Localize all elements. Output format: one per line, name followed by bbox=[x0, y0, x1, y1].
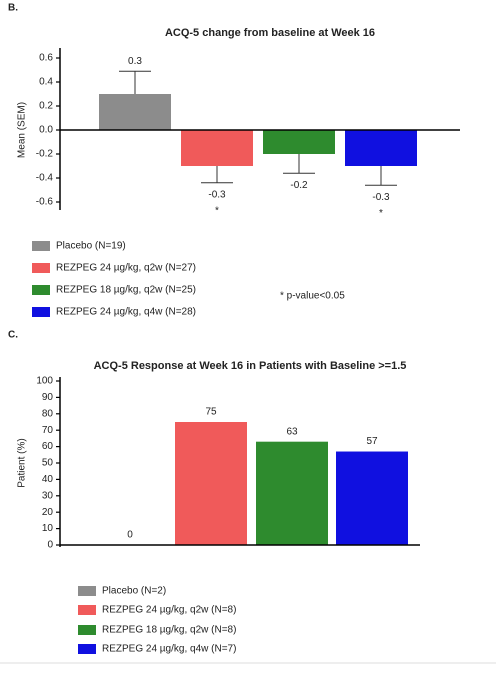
legend-swatch bbox=[32, 307, 50, 317]
legend-label: Placebo (N=19) bbox=[56, 241, 126, 252]
bar bbox=[99, 94, 171, 130]
value-label: 63 bbox=[286, 426, 298, 437]
y-tick-label: 60 bbox=[42, 441, 54, 452]
legend-swatch bbox=[32, 241, 50, 251]
legend-label: REZPEG 24 µg/kg, q4w (N=28) bbox=[56, 307, 196, 318]
bar bbox=[256, 442, 328, 545]
y-axis-title: Mean (SEM) bbox=[17, 102, 28, 158]
y-tick-label: 0.4 bbox=[39, 77, 53, 88]
legend-label: Placebo (N=2) bbox=[102, 586, 166, 597]
legend-swatch bbox=[78, 586, 96, 596]
y-tick-label: 100 bbox=[36, 376, 53, 387]
legend-label: REZPEG 24 µg/kg, q2w (N=8) bbox=[102, 605, 236, 616]
legend-swatch bbox=[78, 644, 96, 654]
chart-title: ACQ-5 Response at Week 16 in Patients wi… bbox=[94, 360, 407, 372]
y-tick-label: 0.0 bbox=[39, 125, 53, 136]
error-bar bbox=[119, 71, 151, 94]
legend-label: REZPEG 18 µg/kg, q2w (N=25) bbox=[56, 285, 196, 296]
legend-label: REZPEG 24 µg/kg, q4w (N=7) bbox=[102, 644, 236, 655]
y-tick-label: 20 bbox=[42, 507, 54, 518]
error-bar bbox=[283, 154, 315, 173]
value-label: 0.3 bbox=[128, 56, 142, 67]
significance-label: * bbox=[379, 208, 383, 219]
y-tick-label: 0.6 bbox=[39, 53, 53, 64]
significance-label: * bbox=[215, 205, 219, 216]
error-bar bbox=[365, 166, 397, 185]
value-label: 57 bbox=[366, 436, 378, 447]
legend-swatch bbox=[78, 625, 96, 635]
y-tick-label: -0.2 bbox=[36, 149, 54, 160]
y-tick-label: -0.6 bbox=[36, 197, 54, 208]
bar bbox=[181, 130, 253, 166]
legend-label: REZPEG 24 µg/kg, q2w (N=27) bbox=[56, 263, 196, 274]
y-tick-label: 30 bbox=[42, 490, 54, 501]
y-tick-label: 70 bbox=[42, 425, 54, 436]
y-tick-label: 0 bbox=[47, 540, 53, 551]
panel-label: C. bbox=[8, 330, 18, 341]
panel-label: B. bbox=[8, 3, 18, 14]
value-label: -0.3 bbox=[372, 192, 390, 203]
legend-swatch bbox=[32, 263, 50, 273]
value-label: -0.3 bbox=[208, 189, 226, 200]
y-tick-label: 50 bbox=[42, 458, 54, 469]
bar bbox=[263, 130, 335, 154]
legend-label: REZPEG 18 µg/kg, q2w (N=8) bbox=[102, 625, 236, 636]
y-tick-label: 80 bbox=[42, 408, 54, 419]
y-axis-title: Patient (%) bbox=[17, 438, 28, 487]
chart-title: ACQ-5 change from baseline at Week 16 bbox=[165, 27, 375, 39]
error-bar bbox=[201, 166, 233, 183]
value-label: -0.2 bbox=[290, 180, 308, 191]
value-label: 0 bbox=[127, 530, 133, 541]
legend-swatch bbox=[32, 285, 50, 295]
value-label: 75 bbox=[205, 407, 217, 418]
bar bbox=[336, 452, 408, 545]
bar bbox=[345, 130, 417, 166]
annotation: * p-value<0.05 bbox=[280, 291, 345, 302]
bar bbox=[175, 422, 247, 545]
y-tick-label: 90 bbox=[42, 392, 54, 403]
y-tick-label: 0.2 bbox=[39, 101, 53, 112]
y-tick-label: -0.4 bbox=[36, 173, 54, 184]
y-tick-label: 10 bbox=[42, 523, 54, 534]
y-tick-label: 40 bbox=[42, 474, 54, 485]
legend-swatch bbox=[78, 605, 96, 615]
